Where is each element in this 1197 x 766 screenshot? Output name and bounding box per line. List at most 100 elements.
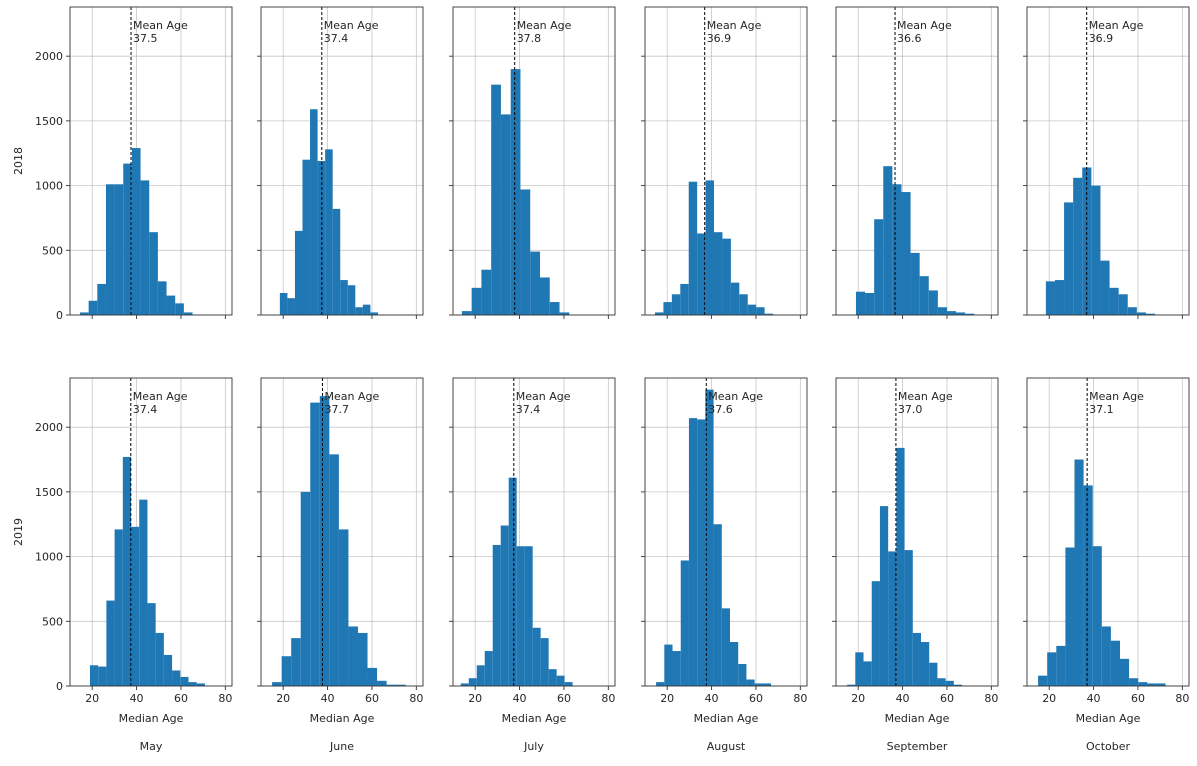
mean-annotation-label: Mean Age [708, 390, 763, 403]
axes-frame [452, 377, 616, 687]
histogram-bar [762, 683, 772, 686]
histogram-bar [272, 682, 282, 686]
axes-frame [644, 6, 808, 316]
mean-annotation-label: Mean Age [897, 19, 952, 32]
histogram-bar [471, 287, 482, 315]
histogram-bar [1129, 678, 1139, 686]
histogram-bar [89, 665, 99, 686]
histogram-bar [524, 546, 533, 686]
histogram-bar [664, 644, 673, 686]
histogram-bar [871, 581, 880, 686]
histogram-bar [319, 396, 330, 686]
x-tick-label: 20 [851, 692, 865, 705]
y-tick-label: 0 [56, 309, 63, 322]
histogram-bar [937, 307, 947, 315]
histogram-bar [904, 550, 913, 686]
mean-annotation-value: 37.4 [516, 403, 541, 416]
histogram-bar [357, 632, 368, 686]
mean-annotation-value: 37.5 [133, 32, 158, 45]
histogram-bar [1138, 682, 1148, 686]
y-tick-label: 500 [42, 615, 63, 628]
mean-annotation-value: 37.0 [898, 403, 923, 416]
axes-frame [260, 377, 424, 687]
histogram-bar [739, 294, 748, 315]
x-tick-label: 80 [218, 692, 232, 705]
histogram-bar [302, 159, 311, 315]
x-tick-label: 80 [601, 692, 615, 705]
histogram-bar [510, 69, 521, 315]
histogram-bar [166, 295, 176, 315]
histogram-bar [367, 667, 378, 686]
histogram-bar [530, 251, 540, 315]
histogram-bar [879, 506, 889, 686]
histogram-bar [945, 680, 954, 686]
histogram-bar [855, 291, 866, 315]
histogram-bar [920, 642, 930, 686]
histogram-bar [149, 232, 158, 315]
mean-annotation-label: Mean Age [707, 19, 762, 32]
histogram-bar [953, 684, 963, 686]
mean-annotation-value: 36.9 [1089, 32, 1114, 45]
histogram-bar [722, 238, 731, 315]
y-tick-label: 1000 [35, 551, 63, 564]
histogram-bar [697, 419, 706, 686]
histogram-bar [131, 526, 140, 686]
histogram-bar [106, 600, 115, 686]
axes-frame [452, 6, 616, 316]
histogram-bar [1136, 312, 1146, 315]
histogram-bar [1119, 658, 1130, 686]
histogram-bar [386, 684, 397, 686]
histogram-bar [105, 184, 115, 315]
x-tick-label: 40 [896, 692, 910, 705]
column-label-october: October [1086, 740, 1130, 753]
histogram-bar [965, 313, 975, 315]
histogram-bar [855, 652, 864, 686]
x-tick-label: 80 [1175, 692, 1189, 705]
histogram-bar [874, 219, 884, 315]
row-label-2018: 2018 [12, 147, 25, 175]
mean-annotation-label: Mean Age [324, 19, 379, 32]
y-tick-label: 500 [42, 244, 63, 257]
histogram-bar [294, 230, 303, 315]
histogram-bar [764, 313, 774, 315]
histogram-bar [539, 277, 550, 315]
histogram-bar [492, 544, 501, 686]
x-tick-label: 60 [557, 692, 571, 705]
histogram-bar [865, 293, 875, 315]
axes-frame [69, 6, 233, 316]
histogram-bar [1064, 202, 1074, 315]
mean-annotation-label: Mean Age [1089, 390, 1144, 403]
histogram-bar [468, 678, 477, 686]
histogram-bar [163, 654, 173, 686]
histogram-bar [672, 651, 681, 686]
x-tick-label: 20 [85, 692, 99, 705]
row-labels-layer: 2018 2019 [12, 147, 25, 546]
x-tick-label: 20 [276, 692, 290, 705]
mean-annotation-value: 37.1 [1089, 403, 1114, 416]
mean-annotation-value: 37.7 [324, 403, 349, 416]
mean-annotation-value: 37.8 [517, 32, 542, 45]
x-axis-label: Median Age [310, 712, 375, 725]
histogram-bar [500, 114, 511, 315]
histogram-bar [1092, 546, 1102, 686]
x-tick-label: 20 [660, 692, 674, 705]
x-axis-label: Median Age [502, 712, 567, 725]
histogram-bar [937, 678, 946, 686]
histogram-bar [912, 632, 921, 686]
mean-annotation-label: Mean Age [133, 19, 188, 32]
histogram-bar [680, 560, 689, 686]
histogram-bar [1082, 167, 1092, 315]
histogram-bar [730, 282, 740, 315]
x-tick-label: 60 [1131, 692, 1145, 705]
histogram-bar [348, 626, 358, 686]
histogram-bar [747, 304, 757, 315]
histogram-bar [516, 546, 525, 686]
histogram-bar [1118, 294, 1128, 315]
histogram-bar [910, 252, 920, 315]
